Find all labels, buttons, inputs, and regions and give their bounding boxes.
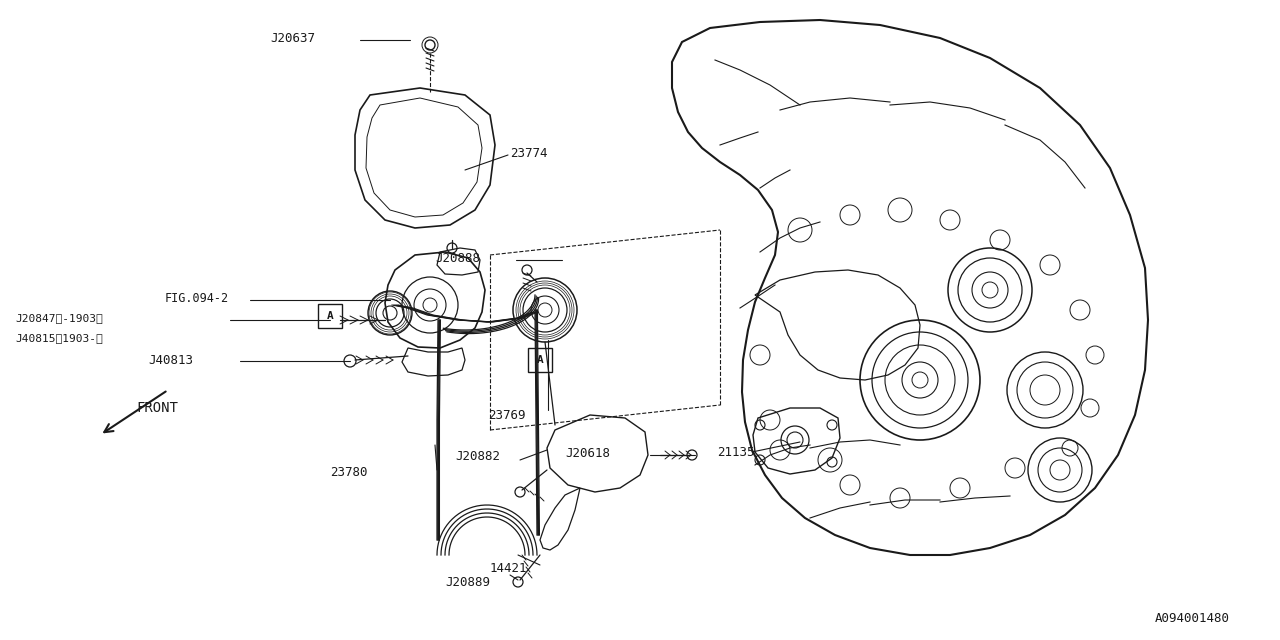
Text: J40813: J40813 (148, 353, 193, 367)
Text: FRONT: FRONT (136, 401, 178, 415)
Text: J20637: J20637 (270, 31, 315, 45)
Text: A: A (326, 311, 333, 321)
Text: 23774: 23774 (509, 147, 548, 159)
Text: J20847（-1903）: J20847（-1903） (15, 313, 102, 323)
Bar (317, 304, 342, 328)
Text: J20618: J20618 (564, 447, 611, 460)
Text: J20882: J20882 (454, 449, 500, 463)
Bar (529, 348, 552, 372)
Text: J20889: J20889 (445, 577, 490, 589)
Text: J20888: J20888 (435, 252, 480, 264)
Text: 23780: 23780 (330, 465, 367, 479)
Text: A: A (536, 355, 544, 365)
Text: J40815（1903-）: J40815（1903-） (15, 333, 102, 343)
Text: 23769: 23769 (488, 408, 526, 422)
Text: A094001480: A094001480 (1155, 611, 1230, 625)
Text: 21135: 21135 (718, 445, 755, 458)
Text: 14421: 14421 (490, 561, 527, 575)
Text: FIG.094-2: FIG.094-2 (165, 291, 229, 305)
